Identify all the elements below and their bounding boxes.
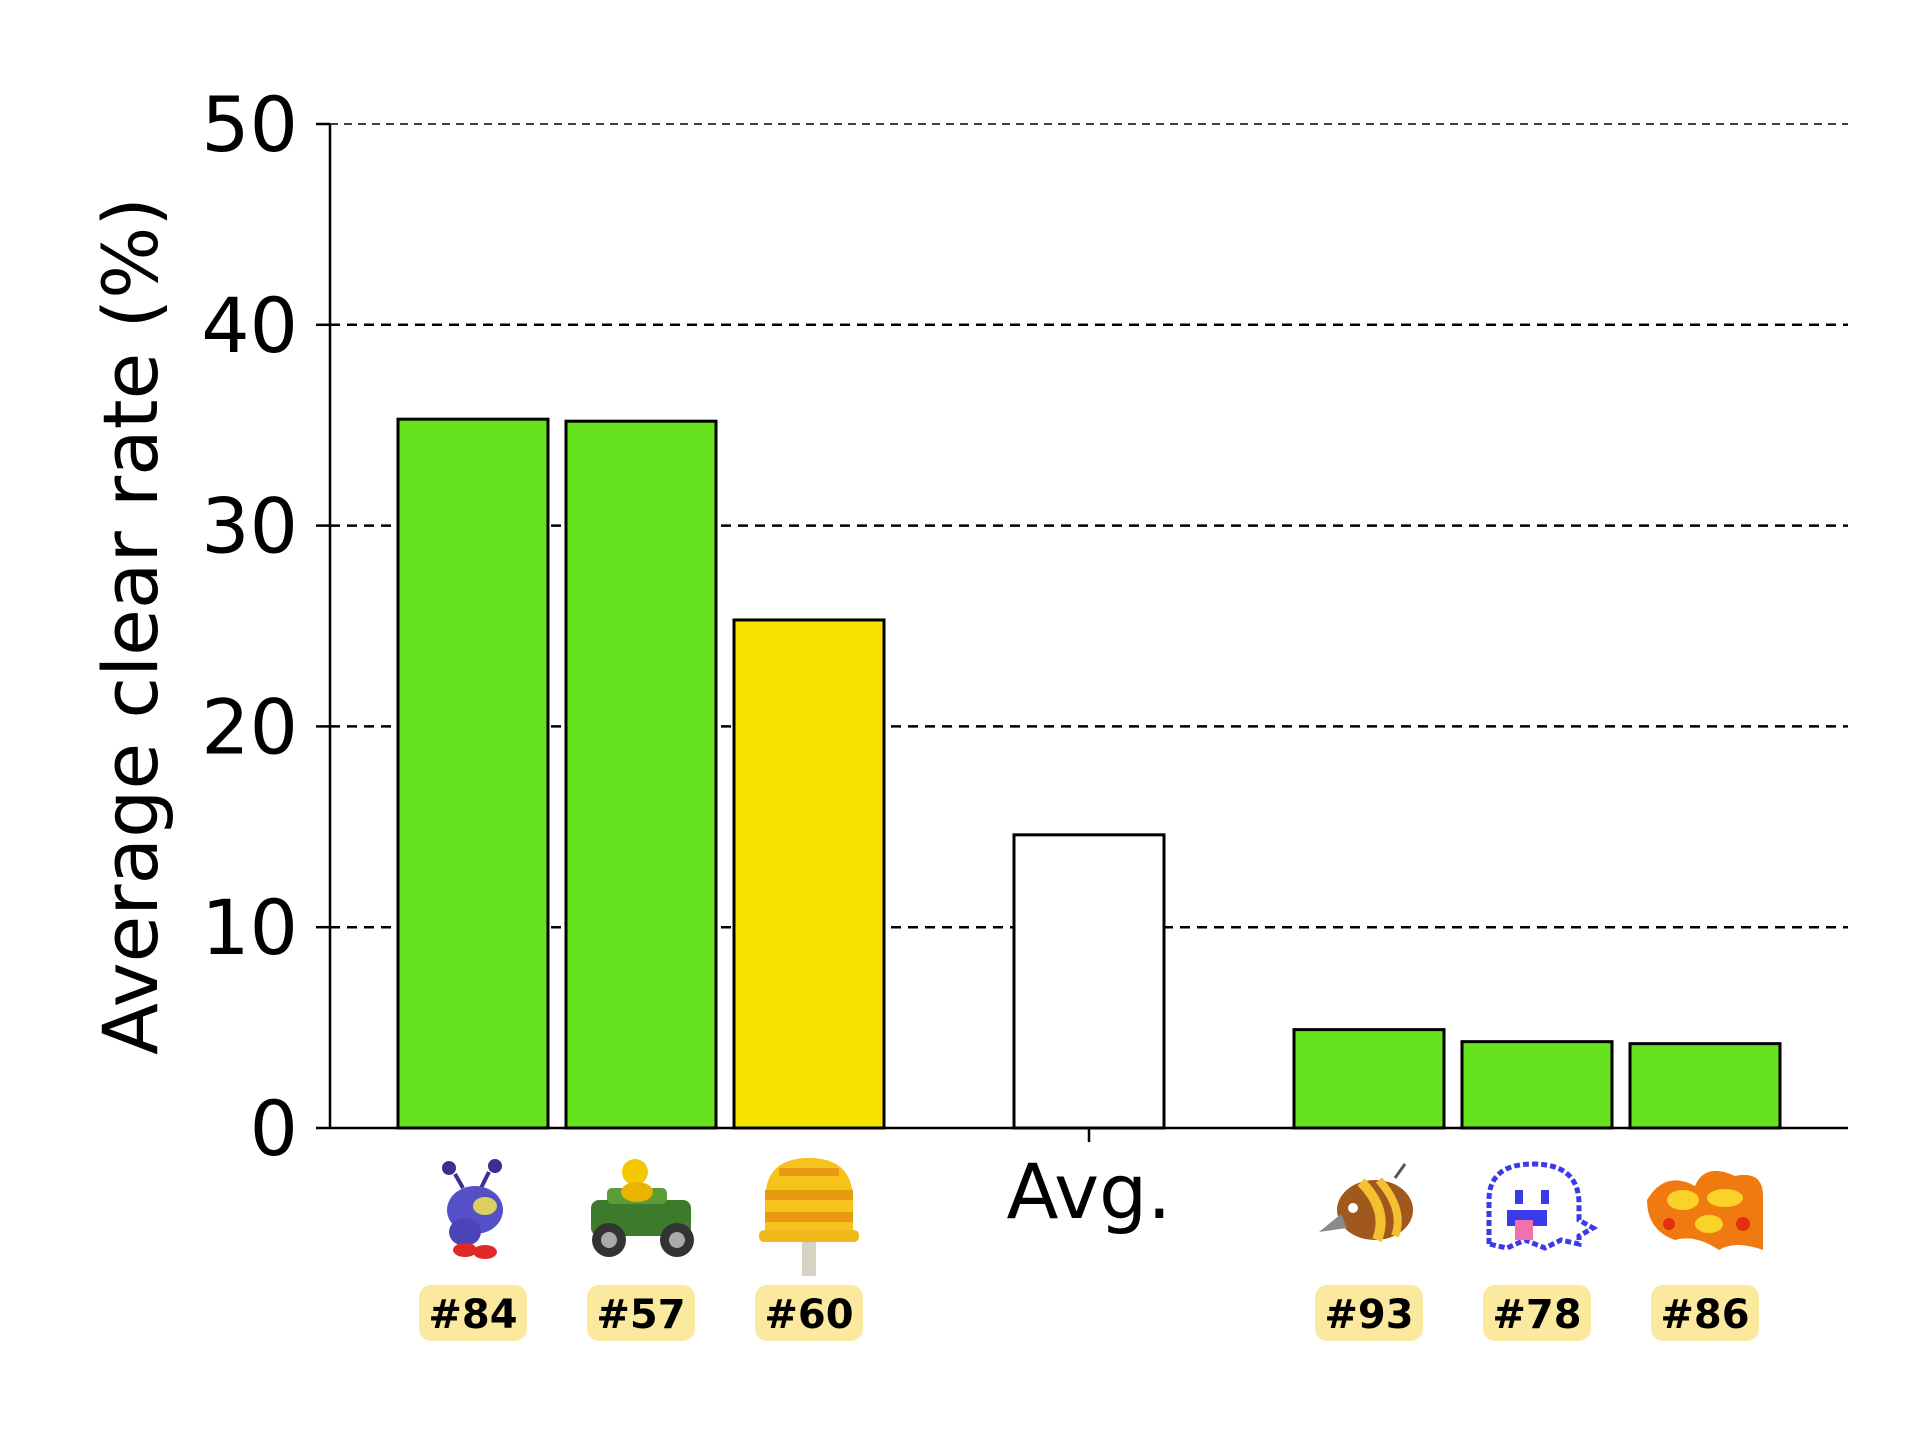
y-tick-label: 40 <box>201 281 298 370</box>
badge-bg <box>1651 1285 1759 1341</box>
badge-bg <box>1483 1285 1591 1341</box>
bar-86 <box>1628 1042 1782 1130</box>
y-ticks: 0 10 20 30 40 50 <box>201 80 330 1173</box>
x-label-avg: Avg. <box>1007 1147 1172 1236</box>
badge-label: #57 <box>596 1292 685 1338</box>
badge-label: #84 <box>428 1292 517 1338</box>
y-tick-label: 30 <box>201 482 298 571</box>
badge-label: #93 <box>1324 1292 1413 1338</box>
y-axis-title: Average clear rate (%) <box>86 197 175 1055</box>
badge-label: #78 <box>1492 1292 1581 1338</box>
badge-bg <box>755 1285 863 1341</box>
badge-label: #86 <box>1660 1292 1749 1338</box>
bar-84 <box>396 417 550 1130</box>
y-tick-label: 20 <box>201 682 298 771</box>
bar-78 <box>1460 1040 1614 1130</box>
bars <box>396 417 1782 1130</box>
badge-label: #60 <box>764 1292 853 1338</box>
badge-bg <box>1315 1285 1423 1341</box>
y-tick-label: 50 <box>201 80 298 169</box>
yellow-mushroom-platform-icon <box>759 1158 859 1276</box>
badge-bg <box>587 1285 695 1341</box>
koopa-kart-icon <box>591 1159 694 1257</box>
fire-bar-icon <box>1647 1170 1763 1250</box>
bar-93 <box>1292 1028 1446 1130</box>
x-labels: #84 #57 #60 Avg. #93 #78 #86 <box>419 1128 1763 1341</box>
y-tick-label: 0 <box>250 1084 298 1173</box>
grid-lines <box>330 123 1848 929</box>
bar-avg <box>1012 833 1166 1130</box>
brown-bird-icon <box>1319 1163 1413 1242</box>
y-tick-label: 10 <box>201 883 298 972</box>
bar-60 <box>732 618 886 1130</box>
pixel-boo-ghost-icon <box>1486 1161 1599 1251</box>
bar-57 <box>564 419 718 1130</box>
badge-bg <box>419 1285 527 1341</box>
blue-bob-omb-icon <box>442 1159 503 1259</box>
